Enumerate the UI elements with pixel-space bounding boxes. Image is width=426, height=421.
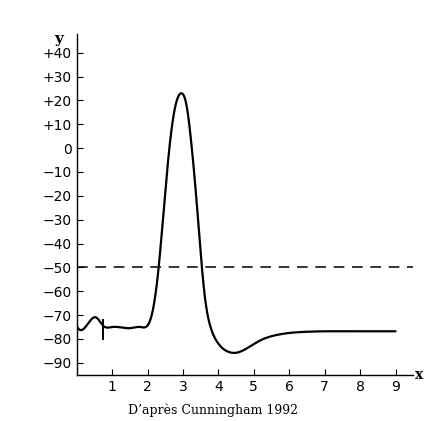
Text: y: y	[55, 32, 63, 45]
Text: D’après Cunningham 1992: D’après Cunningham 1992	[128, 403, 298, 417]
Text: x: x	[415, 368, 423, 382]
